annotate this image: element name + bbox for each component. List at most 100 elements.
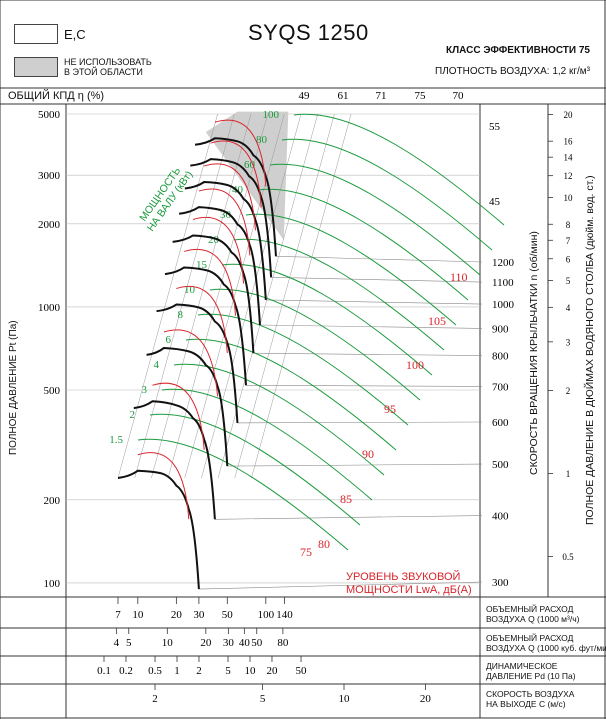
- speed-guide: [198, 581, 483, 590]
- system-line: [201, 113, 302, 479]
- right-axis-label: ПОЛНОЕ ДАВЛЕНИЕ В ДЮЙМАХ ВОДЯНОГО СТОЛБА…: [584, 175, 596, 525]
- speed-tick-label: 700: [492, 381, 509, 393]
- efficiency-tick-label: 75: [415, 90, 427, 102]
- power-iso-line: [293, 113, 505, 226]
- q-tick-label: 30: [193, 609, 205, 621]
- sound-label-dba: 85: [340, 492, 352, 506]
- power-label-kw: 15: [196, 259, 208, 271]
- fan-curve: [172, 234, 255, 354]
- sound-label-dba: 100: [406, 358, 424, 372]
- power-label-kw: 30: [220, 209, 232, 221]
- row-label-q-cfm: ОБЪЕМНЫЙ РАСХОД ВОЗДУХА Q (1000 куб. фут…: [486, 633, 606, 653]
- speed-guide: [265, 299, 483, 305]
- power-iso-line: [185, 338, 397, 451]
- system-line: [151, 113, 252, 479]
- speed-guide: [237, 421, 483, 424]
- speed-guide: [275, 256, 483, 263]
- inch-tick-label: 2: [566, 386, 571, 396]
- power-label-kw: 20: [208, 234, 220, 246]
- speed-tick-label: 800: [492, 351, 509, 363]
- fan-curve: [133, 400, 216, 520]
- inch-tick-label: 1: [566, 469, 571, 479]
- power-label-kw: 60: [244, 159, 256, 171]
- speed-guide: [253, 352, 483, 356]
- pd-tick-label: 1: [174, 665, 180, 677]
- power-iso-line: [233, 238, 445, 351]
- pd-tick-label: 10: [245, 665, 257, 677]
- cfm-tick-label: 30: [223, 637, 235, 649]
- pressure-tick-label: 1000: [38, 302, 61, 314]
- fan-curve: [190, 158, 273, 278]
- power-iso-line: [161, 388, 373, 501]
- c-tick-label: 5: [260, 693, 266, 705]
- cfm-tick-label: 40: [239, 637, 251, 649]
- cfm-tick-label: 10: [162, 637, 174, 649]
- speed-axis-label: СКОРОСТЬ ВРАЩЕНИЯ КРЫЛЬЧАТКИ n (об/мин): [528, 231, 540, 475]
- system-line: [117, 113, 218, 479]
- inch-tick-label: 6: [566, 254, 571, 264]
- power-label-kw: 2: [130, 409, 136, 421]
- q-tick-label: 50: [222, 609, 234, 621]
- fan-curve: [184, 180, 267, 300]
- inch-tick-label: 3: [566, 337, 571, 347]
- power-iso-line: [245, 213, 457, 326]
- efficiency-curve: [204, 163, 256, 231]
- sound-label-dba: 80: [318, 537, 330, 551]
- sound-label: УРОВЕНЬ ЗВУКОВОЙ МОЩНОСТИ LwA, дБ(А): [346, 571, 472, 596]
- pd-tick-label: 0.1: [97, 665, 111, 677]
- efficiency-tick-label: 71: [376, 90, 387, 102]
- efficiency-curve: [152, 382, 205, 450]
- pd-tick-label: 20: [266, 665, 278, 677]
- power-iso-line: [197, 313, 409, 426]
- inch-tick-label: 20: [564, 110, 574, 120]
- legend-ec-swatch: [14, 24, 58, 44]
- row-label-c: СКОРОСТЬ ВОЗДУХА НА ВЫХОДЕ C (м/с): [486, 689, 575, 709]
- air-density: ПЛОТНОСТЬ ВОЗДУХА: 1,2 кг/м³: [435, 66, 590, 77]
- fan-curve: [146, 346, 229, 467]
- row-label-pd: ДИНАМИЧЕСКОЕ ДАВЛЕНИЕ Pd (10 Па): [486, 661, 576, 681]
- system-line: [251, 113, 352, 479]
- pressure-ticks: 100 200 500 1000 2000 3000 5000: [38, 109, 61, 590]
- pressure-tick-label: 100: [44, 578, 61, 590]
- power-label-kw: 1.5: [109, 434, 123, 446]
- cfm-tick-label: 20: [200, 637, 212, 649]
- row-label-q-m3h: ОБЪЕМНЫЙ РАСХОД ВОЗДУХА Q (1000 м³/ч): [486, 604, 580, 624]
- cfm-tick-label: 50: [251, 637, 263, 649]
- power-iso-line: [257, 188, 469, 301]
- power-label-kw: 8: [178, 309, 184, 321]
- efficiency-curve: [198, 188, 251, 256]
- legend-ec-label: E,C: [64, 27, 86, 42]
- chart-title: SYQS 1250: [248, 20, 369, 45]
- efficiency-curve: [192, 216, 245, 284]
- speed-guide: [227, 463, 483, 467]
- power-iso-line: [221, 263, 433, 376]
- cfm-tick-label: 80: [277, 637, 289, 649]
- not-use-region: [205, 111, 289, 240]
- efficiency-curve: [210, 140, 262, 208]
- q-tick-label: 20: [171, 609, 183, 621]
- efficiency-curve: [176, 286, 228, 354]
- efficiency-tick-label: 49: [299, 90, 311, 102]
- sound-label-dba: 75: [300, 545, 312, 559]
- pressure-tick-label: 3000: [38, 170, 61, 182]
- power-iso-line: [149, 413, 361, 526]
- fan-curve: [117, 469, 200, 590]
- inch-tick-label: 12: [564, 171, 573, 181]
- system-line: [184, 113, 285, 479]
- system-line: [217, 113, 318, 479]
- power-iso-line: [209, 288, 421, 401]
- inch-tick-label: 0.5: [562, 552, 574, 562]
- pd-tick-label: 0.5: [148, 665, 162, 677]
- plot-area: 300 400 500 600 700 800 900 1000 1100 1200 1.5 2 3 4 6…: [66, 90, 515, 590]
- legend-gray-label: НЕ ИСПОЛЬЗОВАТЬ В ЭТОЙ ОБЛАСТИ: [64, 57, 152, 77]
- left-axis-label: ПОЛНОЕ ДАВЛЕНИЕ Pt (Па): [8, 320, 19, 455]
- power-label-kw: 10: [184, 284, 196, 296]
- speed-tick-label: 600: [492, 417, 509, 429]
- power-label-kw: 100: [263, 109, 280, 121]
- power-iso-line: [173, 363, 385, 476]
- q-tick-label: 7: [115, 609, 121, 621]
- sound-label-dba: 95: [384, 402, 396, 416]
- fan-curve: [194, 137, 277, 257]
- speed-tick-label: 300: [492, 577, 509, 589]
